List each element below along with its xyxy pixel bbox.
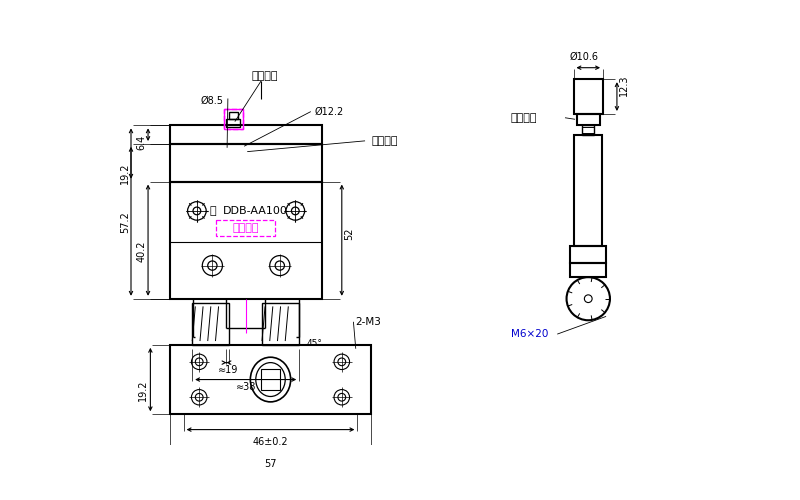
Text: 46±0.2: 46±0.2: [253, 438, 288, 448]
Bar: [570, 264, 606, 277]
Bar: [577, 114, 600, 126]
Text: 接通位置: 接通位置: [510, 113, 538, 122]
Text: 19.2: 19.2: [138, 380, 149, 401]
Bar: [224, 110, 242, 130]
Text: Ø8.5: Ø8.5: [201, 96, 224, 106]
Bar: [170, 126, 322, 144]
Text: 19.2: 19.2: [120, 162, 130, 184]
Bar: [229, 112, 238, 120]
Bar: [574, 134, 602, 246]
Bar: [226, 120, 240, 127]
Text: 57.2: 57.2: [120, 212, 130, 234]
Text: 57: 57: [264, 459, 277, 469]
Bar: [574, 79, 603, 114]
Text: 断开位置: 断开位置: [252, 71, 278, 81]
Bar: [224, 110, 242, 130]
Bar: [216, 220, 275, 236]
Text: M6×20: M6×20: [510, 329, 548, 339]
Text: 40.2: 40.2: [137, 240, 147, 262]
Bar: [570, 246, 606, 264]
Text: DDB-AA100: DDB-AA100: [222, 206, 287, 216]
Text: ≈38: ≈38: [235, 382, 256, 392]
Text: 6.4: 6.4: [137, 134, 147, 150]
Text: 由型号定: 由型号定: [371, 136, 398, 146]
Text: 12.3: 12.3: [619, 74, 629, 96]
Text: ≈19: ≈19: [218, 366, 238, 376]
Text: Ø10.6: Ø10.6: [570, 52, 599, 62]
Bar: [582, 126, 594, 134]
Bar: [582, 127, 594, 133]
Bar: [192, 302, 230, 345]
Text: 45°: 45°: [306, 339, 322, 348]
Bar: [170, 144, 322, 182]
Text: Ⓐ: Ⓐ: [209, 206, 216, 216]
Text: 52: 52: [344, 228, 354, 240]
Text: 产品序号: 产品序号: [233, 223, 259, 233]
Bar: [170, 345, 371, 414]
Bar: [170, 182, 322, 298]
Bar: [262, 369, 280, 390]
Text: Ø12.2: Ø12.2: [314, 106, 344, 117]
Bar: [262, 302, 299, 345]
Text: 2-M3: 2-M3: [356, 317, 382, 327]
